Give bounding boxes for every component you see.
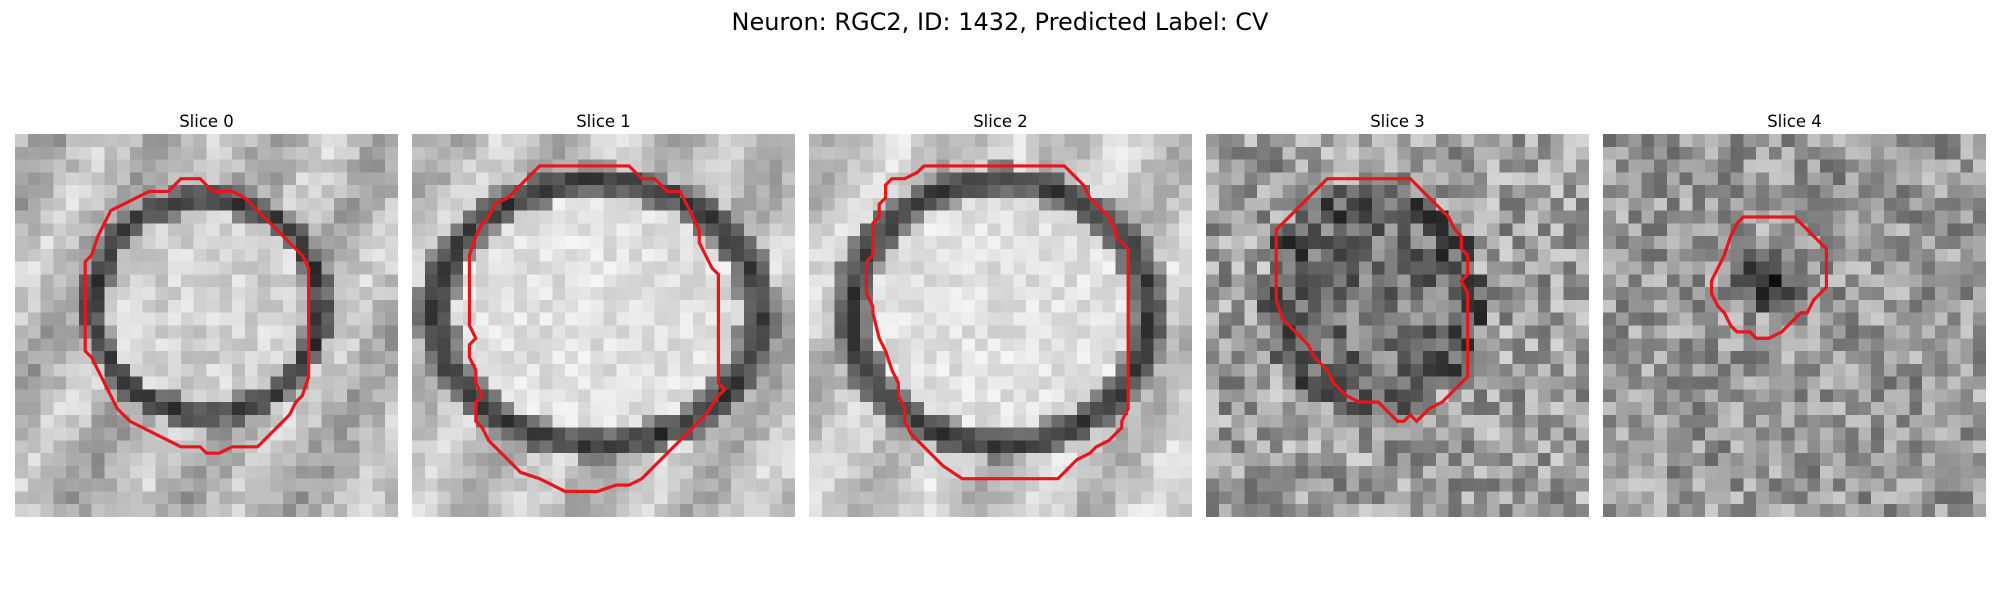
slice-panel-1: Slice 1 [412,110,795,517]
slice-title: Slice 2 [973,112,1028,131]
slice-title: Slice 3 [1370,112,1425,131]
slice-image [1206,134,1589,517]
slice-image [1603,134,1986,517]
figure-title: Neuron: RGC2, ID: 1432, Predicted Label:… [731,8,1269,36]
contour-outline [467,164,728,494]
slice-image [809,134,1192,517]
contour-outline [1709,215,1829,340]
contour-outline [83,177,311,455]
contour-outline [1274,177,1470,424]
slice-panel-3: Slice 3 [1206,110,1589,517]
contour-outline [864,164,1130,481]
slice-title: Slice 4 [1767,112,1822,131]
slice-image [15,134,398,517]
slice-image [412,134,795,517]
slice-panel-2: Slice 2 [809,110,1192,517]
slice-title: Slice 1 [576,112,631,131]
slice-title: Slice 0 [179,112,234,131]
slice-panel-0: Slice 0 [15,110,398,517]
slice-panel-4: Slice 4 [1603,110,1986,517]
